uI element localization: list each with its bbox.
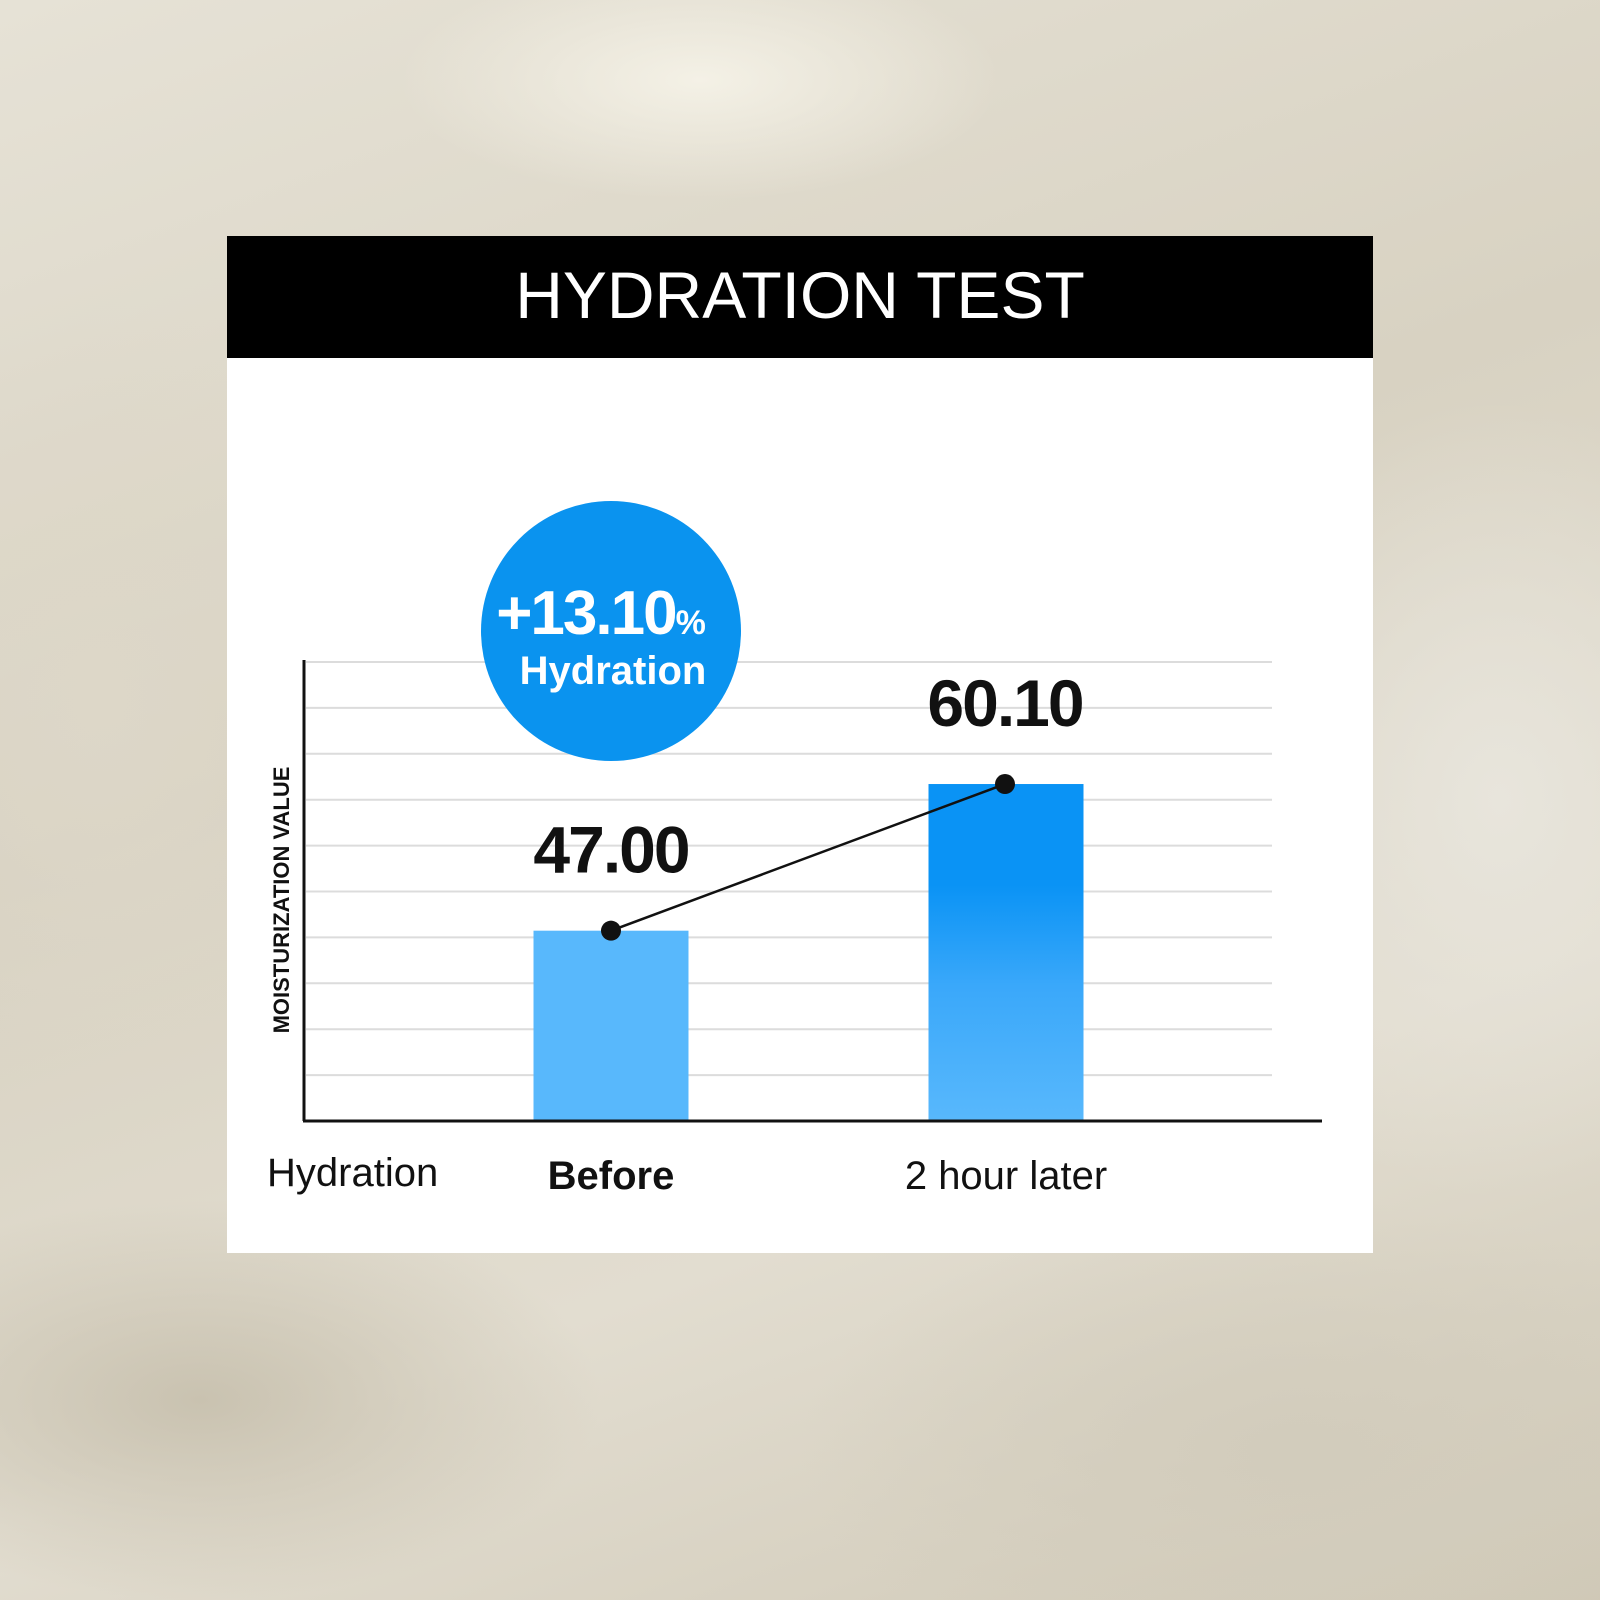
y-axis-label: MOISTURIZATION VALUE [269,767,294,1034]
header-bar [227,236,1373,358]
data-label-after: 60.10 [927,666,1082,740]
badge-circle [481,501,741,761]
category-label-before: Before [548,1154,675,1198]
x-axis-label: Hydration [267,1151,438,1195]
card [227,236,1373,1253]
bar-before [533,930,689,1121]
data-label-before: 47.00 [533,813,688,887]
bars [533,784,1084,1121]
point-before [601,920,621,941]
bar-after [928,784,1084,1121]
increase-badge: +13.10% Hydration [481,501,741,761]
page-title: HYDRATION TEST [515,258,1085,332]
badge-value: +13.10% [496,579,705,648]
point-after [995,774,1015,795]
badge-label: Hydration [520,649,707,693]
gridlines [306,661,1272,1077]
badge-unit: % [676,604,706,642]
trend-line [610,782,1006,932]
category-label-after: 2 hour later [905,1154,1107,1198]
